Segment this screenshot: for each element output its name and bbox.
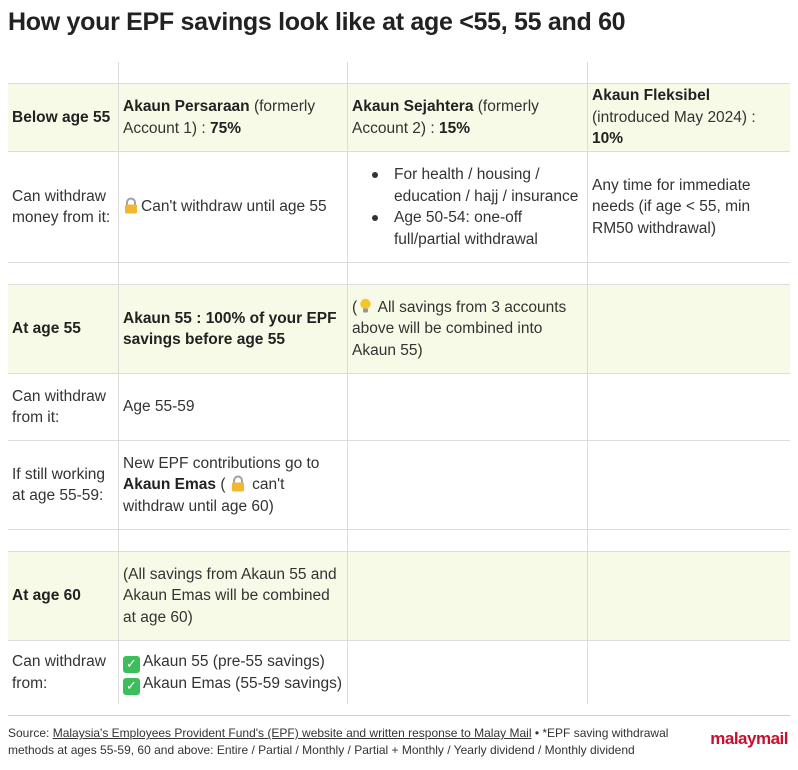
- akaun-fleksibel-header: Akaun Fleksibel (introduced May 2024) : …: [592, 87, 756, 148]
- source-link[interactable]: Malaysia's Employees Provident Fund's (E…: [52, 726, 532, 740]
- lock-icon: [125, 197, 137, 214]
- below-55-withdraw-row: Can withdraw money from it: Can't withdr…: [8, 152, 790, 263]
- akaun-55-combine-note: ( All savings from 3 accounts above will…: [348, 285, 588, 373]
- withdraw-label: Can withdraw money from it:: [8, 152, 119, 262]
- age-60-combine-note: (All savings from Akaun 55 and Akaun Ema…: [119, 552, 348, 640]
- lock-icon: [231, 475, 244, 492]
- list-item: ✓ Akaun Emas (55-59 savings): [123, 673, 343, 695]
- akaun-sejahtera-header: Akaun Sejahtera (formerly Account 2) : 1…: [348, 84, 588, 151]
- footer: Source: Malaysia's Employees Provident F…: [8, 715, 790, 759]
- withdraw-label: Can withdraw from it:: [8, 374, 119, 440]
- akaun-emas-note: New EPF contributions go to Akaun Emas (…: [119, 441, 348, 529]
- akaun-persaraan-header: Akaun Persaraan (formerly Account 1) : 7…: [119, 84, 348, 151]
- fleksibel-withdraw-rule: Any time for immediate needs (if age < 5…: [592, 176, 751, 237]
- akaun-55-description: Akaun 55 : 100% of your EPF savings befo…: [119, 285, 348, 373]
- age-60-header-row: At age 60 (All savings from Akaun 55 and…: [8, 552, 790, 641]
- lightbulb-icon: [360, 298, 371, 313]
- age-55-header-row: At age 55 Akaun 55 : 100% of your EPF sa…: [8, 285, 790, 374]
- check-icon: ✓: [123, 677, 140, 695]
- age-55-withdraw-row: Can withdraw from it: Age 55-59: [8, 374, 790, 441]
- source-note: Source: Malaysia's Employees Provident F…: [8, 726, 669, 757]
- still-working-label: If still working at age 55-59:: [8, 441, 119, 529]
- akaun-55-withdraw-age: Age 55-59: [119, 374, 348, 440]
- check-icon: ✓: [123, 655, 140, 673]
- list-item: For health / housing / education / hajj …: [352, 164, 583, 207]
- persaraan-withdraw-rule: Can't withdraw until age 55: [119, 152, 348, 262]
- age-60-withdraw-row: Can withdraw from: ✓ Akaun 55 (pre-55 sav…: [8, 641, 790, 704]
- spacer-row: [8, 62, 790, 84]
- savings-table: Below age 55 Akaun Persaraan (formerly A…: [8, 62, 790, 704]
- age-60-withdraw-accounts: ✓ Akaun 55 (pre-55 savings) ✓ Akaun Emas (…: [119, 641, 348, 704]
- still-working-row: If still working at age 55-59: New EPF c…: [8, 441, 790, 530]
- malaymail-logo: malaymail: [710, 729, 788, 748]
- age-55-label: At age 55: [8, 285, 119, 373]
- list-item: Age 50-54: one-off full/partial withdraw…: [352, 207, 583, 250]
- sejahtera-withdraw-rules: For health / housing / education / hajj …: [348, 152, 588, 262]
- below-55-header-row: Below age 55 Akaun Persaraan (formerly A…: [8, 84, 790, 152]
- age-60-label: At age 60: [8, 552, 119, 640]
- below-55-label: Below age 55: [8, 84, 119, 151]
- withdraw-label: Can withdraw from:: [8, 641, 119, 704]
- page-title: How your EPF savings look like at age <5…: [8, 8, 626, 36]
- spacer-row: [8, 530, 790, 552]
- spacer-row: [8, 263, 790, 285]
- list-item: ✓ Akaun 55 (pre-55 savings): [123, 651, 343, 673]
